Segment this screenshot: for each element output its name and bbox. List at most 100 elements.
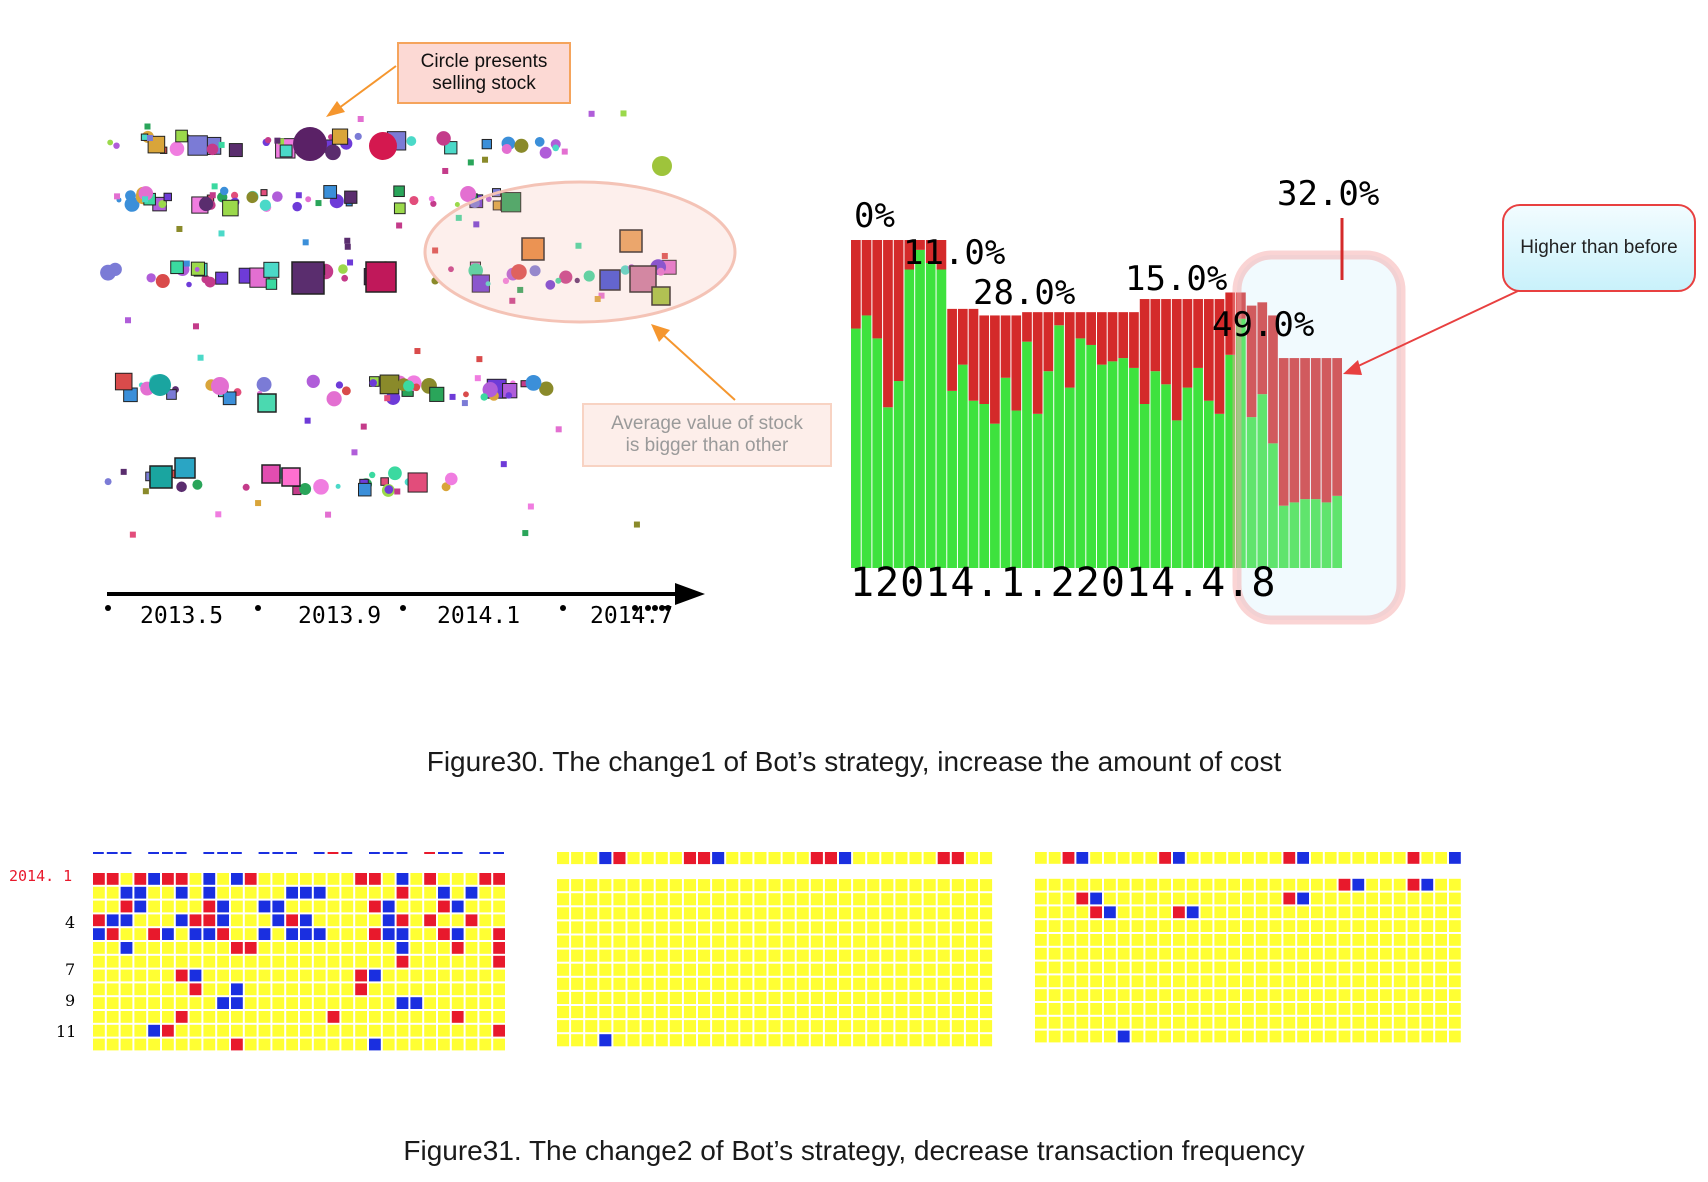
calendar-cell (382, 886, 395, 899)
calendar-cell (217, 873, 229, 885)
calendar-cell (1435, 934, 1447, 946)
calendar-cell (571, 991, 584, 1004)
calendar-cell (1228, 878, 1240, 891)
calendar-cell (244, 886, 257, 899)
bar-lower-segment (1278, 505, 1289, 568)
calendar-cell (410, 900, 423, 913)
calendar-cell (585, 991, 598, 1004)
bar-lower-segment (990, 423, 1000, 568)
scatter-point (325, 144, 341, 161)
calendar-cell (396, 928, 409, 940)
calendar-cell (369, 886, 381, 899)
calendar-cell (1214, 892, 1227, 905)
calendar-cell (231, 997, 243, 1009)
calendar-cell (1062, 1016, 1075, 1029)
calendar-cell (451, 969, 464, 982)
calendar-cell (881, 963, 894, 976)
calendar-cell (1159, 878, 1171, 891)
calendar-cell (796, 907, 809, 920)
calendar-cell (1324, 961, 1337, 974)
calendar-cell (410, 942, 423, 954)
calendar-cell (698, 921, 711, 934)
calendar-cell (909, 1006, 922, 1019)
calendar-header-mark (438, 852, 449, 854)
bar-upper-segment (1043, 312, 1054, 372)
calendar-cell (1117, 947, 1130, 960)
calendar-cell (1186, 906, 1199, 919)
calendar-cell (148, 942, 160, 954)
scatter-point (473, 221, 480, 228)
calendar-cell (1131, 975, 1144, 988)
calendar-cell (217, 900, 229, 913)
calendar-cell (853, 852, 866, 865)
calendar-cell (754, 963, 767, 976)
scatter-point-large (369, 132, 397, 160)
average-callout-arrow (659, 331, 736, 401)
calendar-cell (1311, 852, 1323, 864)
scatter-point (125, 317, 132, 324)
scatter-point (620, 265, 631, 275)
bar-lower-segment (1064, 387, 1075, 568)
calendar-cell (217, 969, 229, 982)
calendar-header-mark (493, 852, 504, 854)
calendar-cell (1062, 1030, 1075, 1043)
scatter-point (480, 393, 488, 401)
calendar-cell (726, 935, 739, 948)
calendar-cell (410, 886, 423, 899)
calendar-cell (923, 991, 936, 1004)
calendar-cell (1269, 906, 1282, 919)
calendar-cell (1242, 989, 1254, 1001)
calendar-cell (1062, 947, 1075, 960)
scatter-point (369, 379, 377, 387)
scatter-point (242, 483, 250, 491)
calendar-header-mark (217, 852, 228, 854)
bar-lower-segment (1022, 341, 1032, 568)
calendar-cell (410, 928, 423, 940)
calendar-cell (1393, 947, 1406, 960)
calendar-cell (655, 949, 668, 962)
calendar-cell (1380, 1016, 1392, 1029)
calendar-cell (175, 914, 188, 927)
calendar-cell (189, 900, 202, 913)
calendar-cell (175, 873, 188, 885)
calendar-cell (341, 928, 354, 940)
calendar-cell (465, 900, 478, 913)
scatter-point (299, 482, 312, 495)
calendar-cell (106, 900, 119, 913)
calendar-cell (669, 1006, 682, 1019)
bar-upper-segment (1139, 299, 1150, 404)
calendar-cell (683, 935, 696, 948)
figure30-caption: Figure30. The change1 of Bot’s strategy,… (426, 746, 1282, 777)
calendar-header-mark (203, 852, 215, 854)
calendar-cell (244, 1038, 257, 1051)
calendar-cell (951, 949, 964, 962)
calendar-cell (1352, 934, 1365, 946)
bar-lower-segment (1332, 495, 1342, 568)
scatter-point (396, 222, 403, 229)
scatter-point (187, 135, 208, 156)
calendar-cell (613, 991, 626, 1004)
calendar-cell (1269, 1030, 1282, 1043)
calendar-cell (627, 1006, 640, 1019)
calendar-cell (1393, 1030, 1406, 1043)
calendar-cell (669, 893, 682, 906)
calendar-cell (1324, 989, 1337, 1001)
calendar-cell (286, 997, 298, 1009)
calendar-cell (1324, 934, 1337, 946)
calendar-cell (134, 1011, 147, 1023)
calendar-cell (396, 1011, 409, 1023)
calendar-cell (1200, 906, 1213, 919)
calendar-cell (465, 955, 478, 968)
bar-lower-segment (861, 315, 872, 568)
calendar-cell (120, 900, 133, 913)
calendar-cell (754, 921, 767, 934)
calendar-cell (1117, 920, 1130, 932)
calendar-cell (712, 1020, 725, 1033)
calendar-cell (493, 914, 505, 927)
calendar-cell (1380, 852, 1392, 864)
bar-upper-segment (1289, 358, 1300, 503)
calendar-cell (1117, 852, 1130, 864)
calendar-cell (120, 955, 133, 968)
calendar-cell (1090, 1030, 1102, 1043)
calendar-cell (909, 1020, 922, 1033)
